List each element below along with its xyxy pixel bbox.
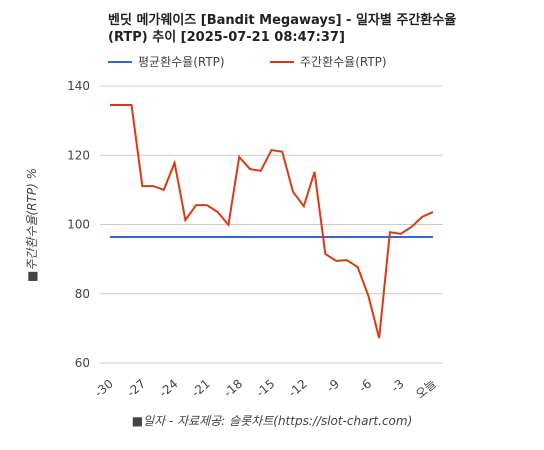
x-tick-label: -9 xyxy=(324,377,342,395)
y-tick-label: 60 xyxy=(75,356,90,370)
y-tick-label: 120 xyxy=(67,148,90,162)
x-tick-label: -15 xyxy=(253,377,277,400)
legend-label: 평균환수율(RTP) xyxy=(138,55,225,69)
x-tick-label: -30 xyxy=(92,377,116,400)
x-tick-label: -27 xyxy=(124,377,148,400)
x-tick-label: -18 xyxy=(221,377,245,400)
legend-label: 주간환수율(RTP) xyxy=(300,55,387,69)
x-tick-label: -21 xyxy=(189,377,213,400)
x-tick-label: -6 xyxy=(356,377,374,395)
y-axis-label: ■주간환수율(RTP) % xyxy=(25,168,39,282)
x-tick-label: 오늘 xyxy=(413,377,439,402)
x-tick-label: -3 xyxy=(388,377,406,395)
y-tick-label: 140 xyxy=(67,79,90,93)
x-tick-label: -12 xyxy=(286,377,310,400)
y-tick-label: 80 xyxy=(75,287,90,301)
chart-title: 벤딧 메가웨이즈 [Bandit Megaways] - 일자별 주간환수율(R… xyxy=(108,13,457,45)
x-axis-label: ■일자 - 자료제공: 슬롯차트(https://slot-chart.com) xyxy=(132,414,413,428)
y-tick-label: 100 xyxy=(67,218,90,232)
series-line xyxy=(110,104,434,339)
x-tick-label: -24 xyxy=(157,377,181,400)
